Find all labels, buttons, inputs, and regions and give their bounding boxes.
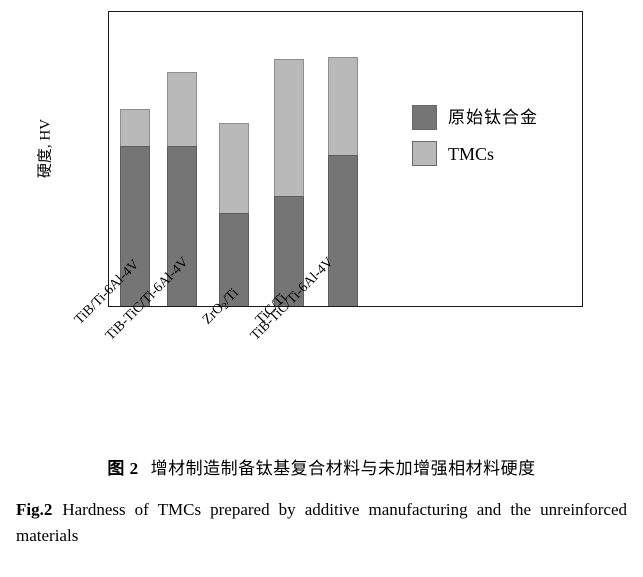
bar-segment-base-5 [328,155,358,306]
caption-english: Fig.2 Hardness of TMCs prepared by additi… [16,497,627,550]
caption-en-text: Hardness of TMCs prepared by additive ma… [16,500,627,546]
legend-swatch-base [412,105,437,130]
legend-item-base: 原始钛合金 [412,105,538,130]
bar-segment-base-4 [274,195,304,306]
bar-segment-tmcs-5 [328,56,358,156]
bar-segment-base-2 [167,146,197,306]
figure-container: 硬度, HV 700 600 500 400 300 200 100 0 [37,11,583,344]
y-axis-title: 硬度, HV [37,118,54,179]
bar-group-1[interactable] [120,109,150,306]
caption-en-number: Fig.2 [16,500,53,519]
legend-label-base: 原始钛合金 [448,108,538,127]
bar-segment-base-1 [120,146,150,306]
plot-area: 原始钛合金 TMCs [108,11,583,307]
bar-segment-base-3 [219,212,249,306]
caption-cn-text: 增材制造制备钛基复合材料与未加增强相材料硬度 [150,459,536,478]
bar-segment-tmcs-4 [274,58,304,196]
caption-cn-number: 图 2 [107,459,139,478]
bar-segment-tmcs-3 [219,123,249,213]
figure-captions: 图 2 增材制造制备钛基复合材料与未加增强相材料硬度 Fig.2 Hardness … [0,440,643,550]
bar-group-5[interactable] [328,56,358,306]
bar-segment-tmcs-2 [167,71,197,147]
legend-item-tmcs: TMCs [412,141,538,166]
legend-swatch-tmcs [412,141,437,166]
bar-segment-tmcs-1 [120,109,150,147]
caption-chinese: 图 2 增材制造制备钛基复合材料与未加增强相材料硬度 [0,454,643,479]
legend: 原始钛合金 TMCs [412,105,538,177]
bar-group-3[interactable] [219,123,249,306]
bar-group-4[interactable] [274,58,304,306]
bar-group-2[interactable] [167,71,197,306]
legend-label-tmcs: TMCs [448,143,495,164]
